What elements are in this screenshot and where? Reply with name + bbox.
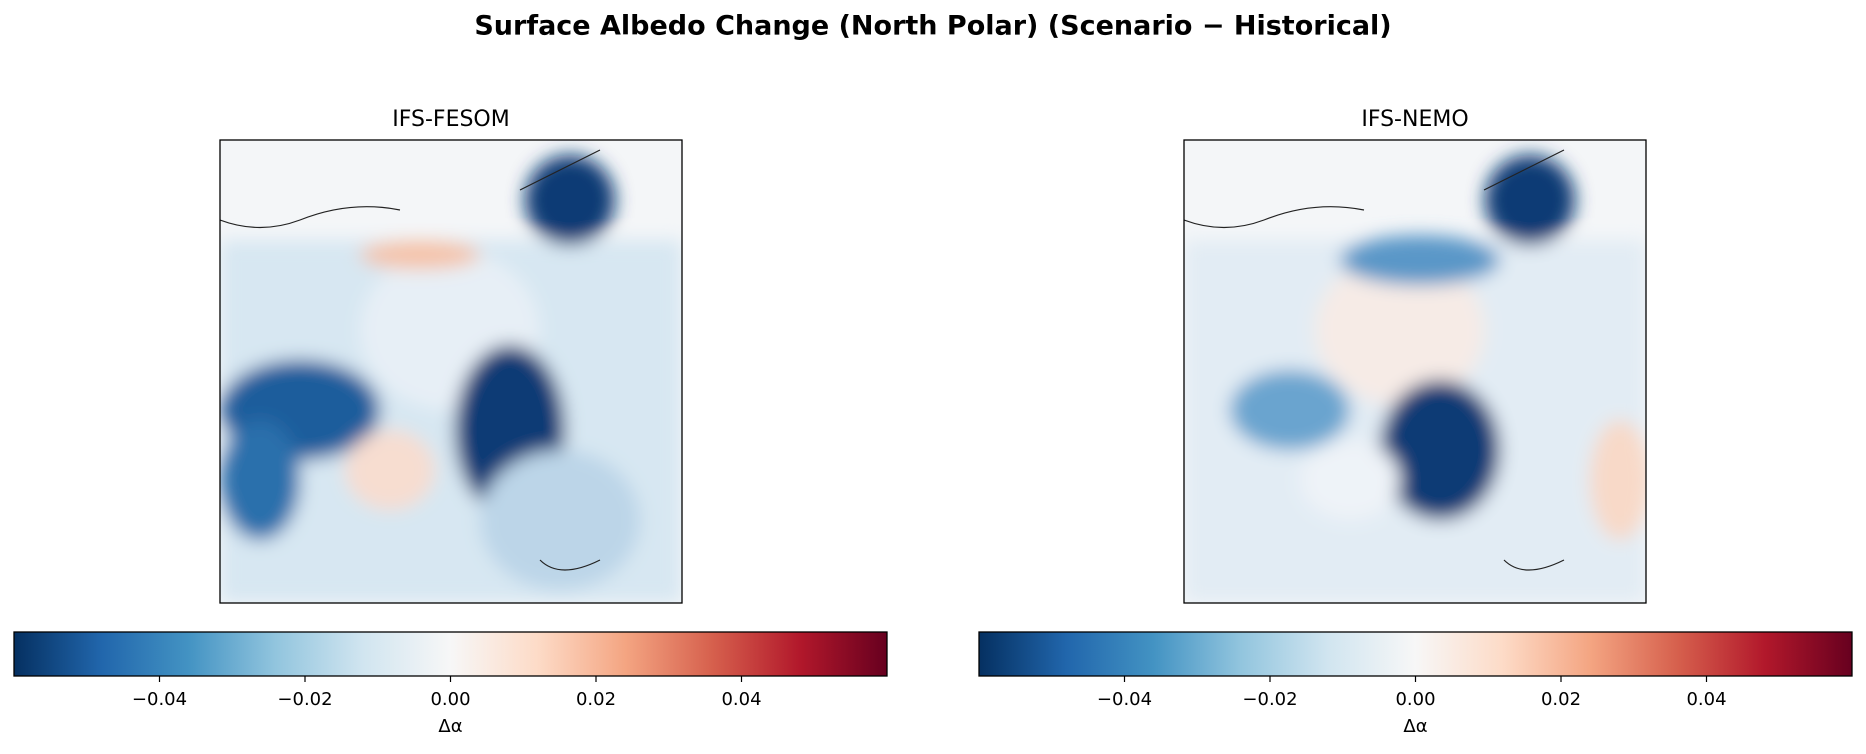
colorbar-tick-label: −0.04 xyxy=(132,689,187,710)
colorbar xyxy=(13,631,888,677)
colorbar-tick-label: 0.00 xyxy=(430,689,470,710)
colorbar-tick-label: 0.04 xyxy=(1686,689,1726,710)
colorbar-label: Δα xyxy=(1403,716,1427,737)
panel-title: IFS-NEMO xyxy=(1361,107,1468,132)
colorbar-tick-label: 0.00 xyxy=(1395,689,1435,710)
colorbar-tick-label: −0.02 xyxy=(1242,689,1297,710)
colorbar-tick-label: 0.02 xyxy=(1541,689,1581,710)
colorbar-label: Δα xyxy=(438,716,462,737)
colorbar-tick-label: 0.02 xyxy=(576,689,616,710)
colorbar-tick-label: 0.04 xyxy=(721,689,761,710)
map-frame xyxy=(1183,139,1647,604)
colorbar-tick-label: −0.04 xyxy=(1097,689,1152,710)
map-image xyxy=(220,140,682,603)
panel-title: IFS-FESOM xyxy=(392,107,509,132)
colorbar xyxy=(978,631,1853,677)
map-image xyxy=(1184,140,1646,603)
map-frame xyxy=(219,139,683,604)
colorbar-tick-label: −0.02 xyxy=(277,689,332,710)
figure-title: Surface Albedo Change (North Polar) (Sce… xyxy=(474,11,1391,42)
